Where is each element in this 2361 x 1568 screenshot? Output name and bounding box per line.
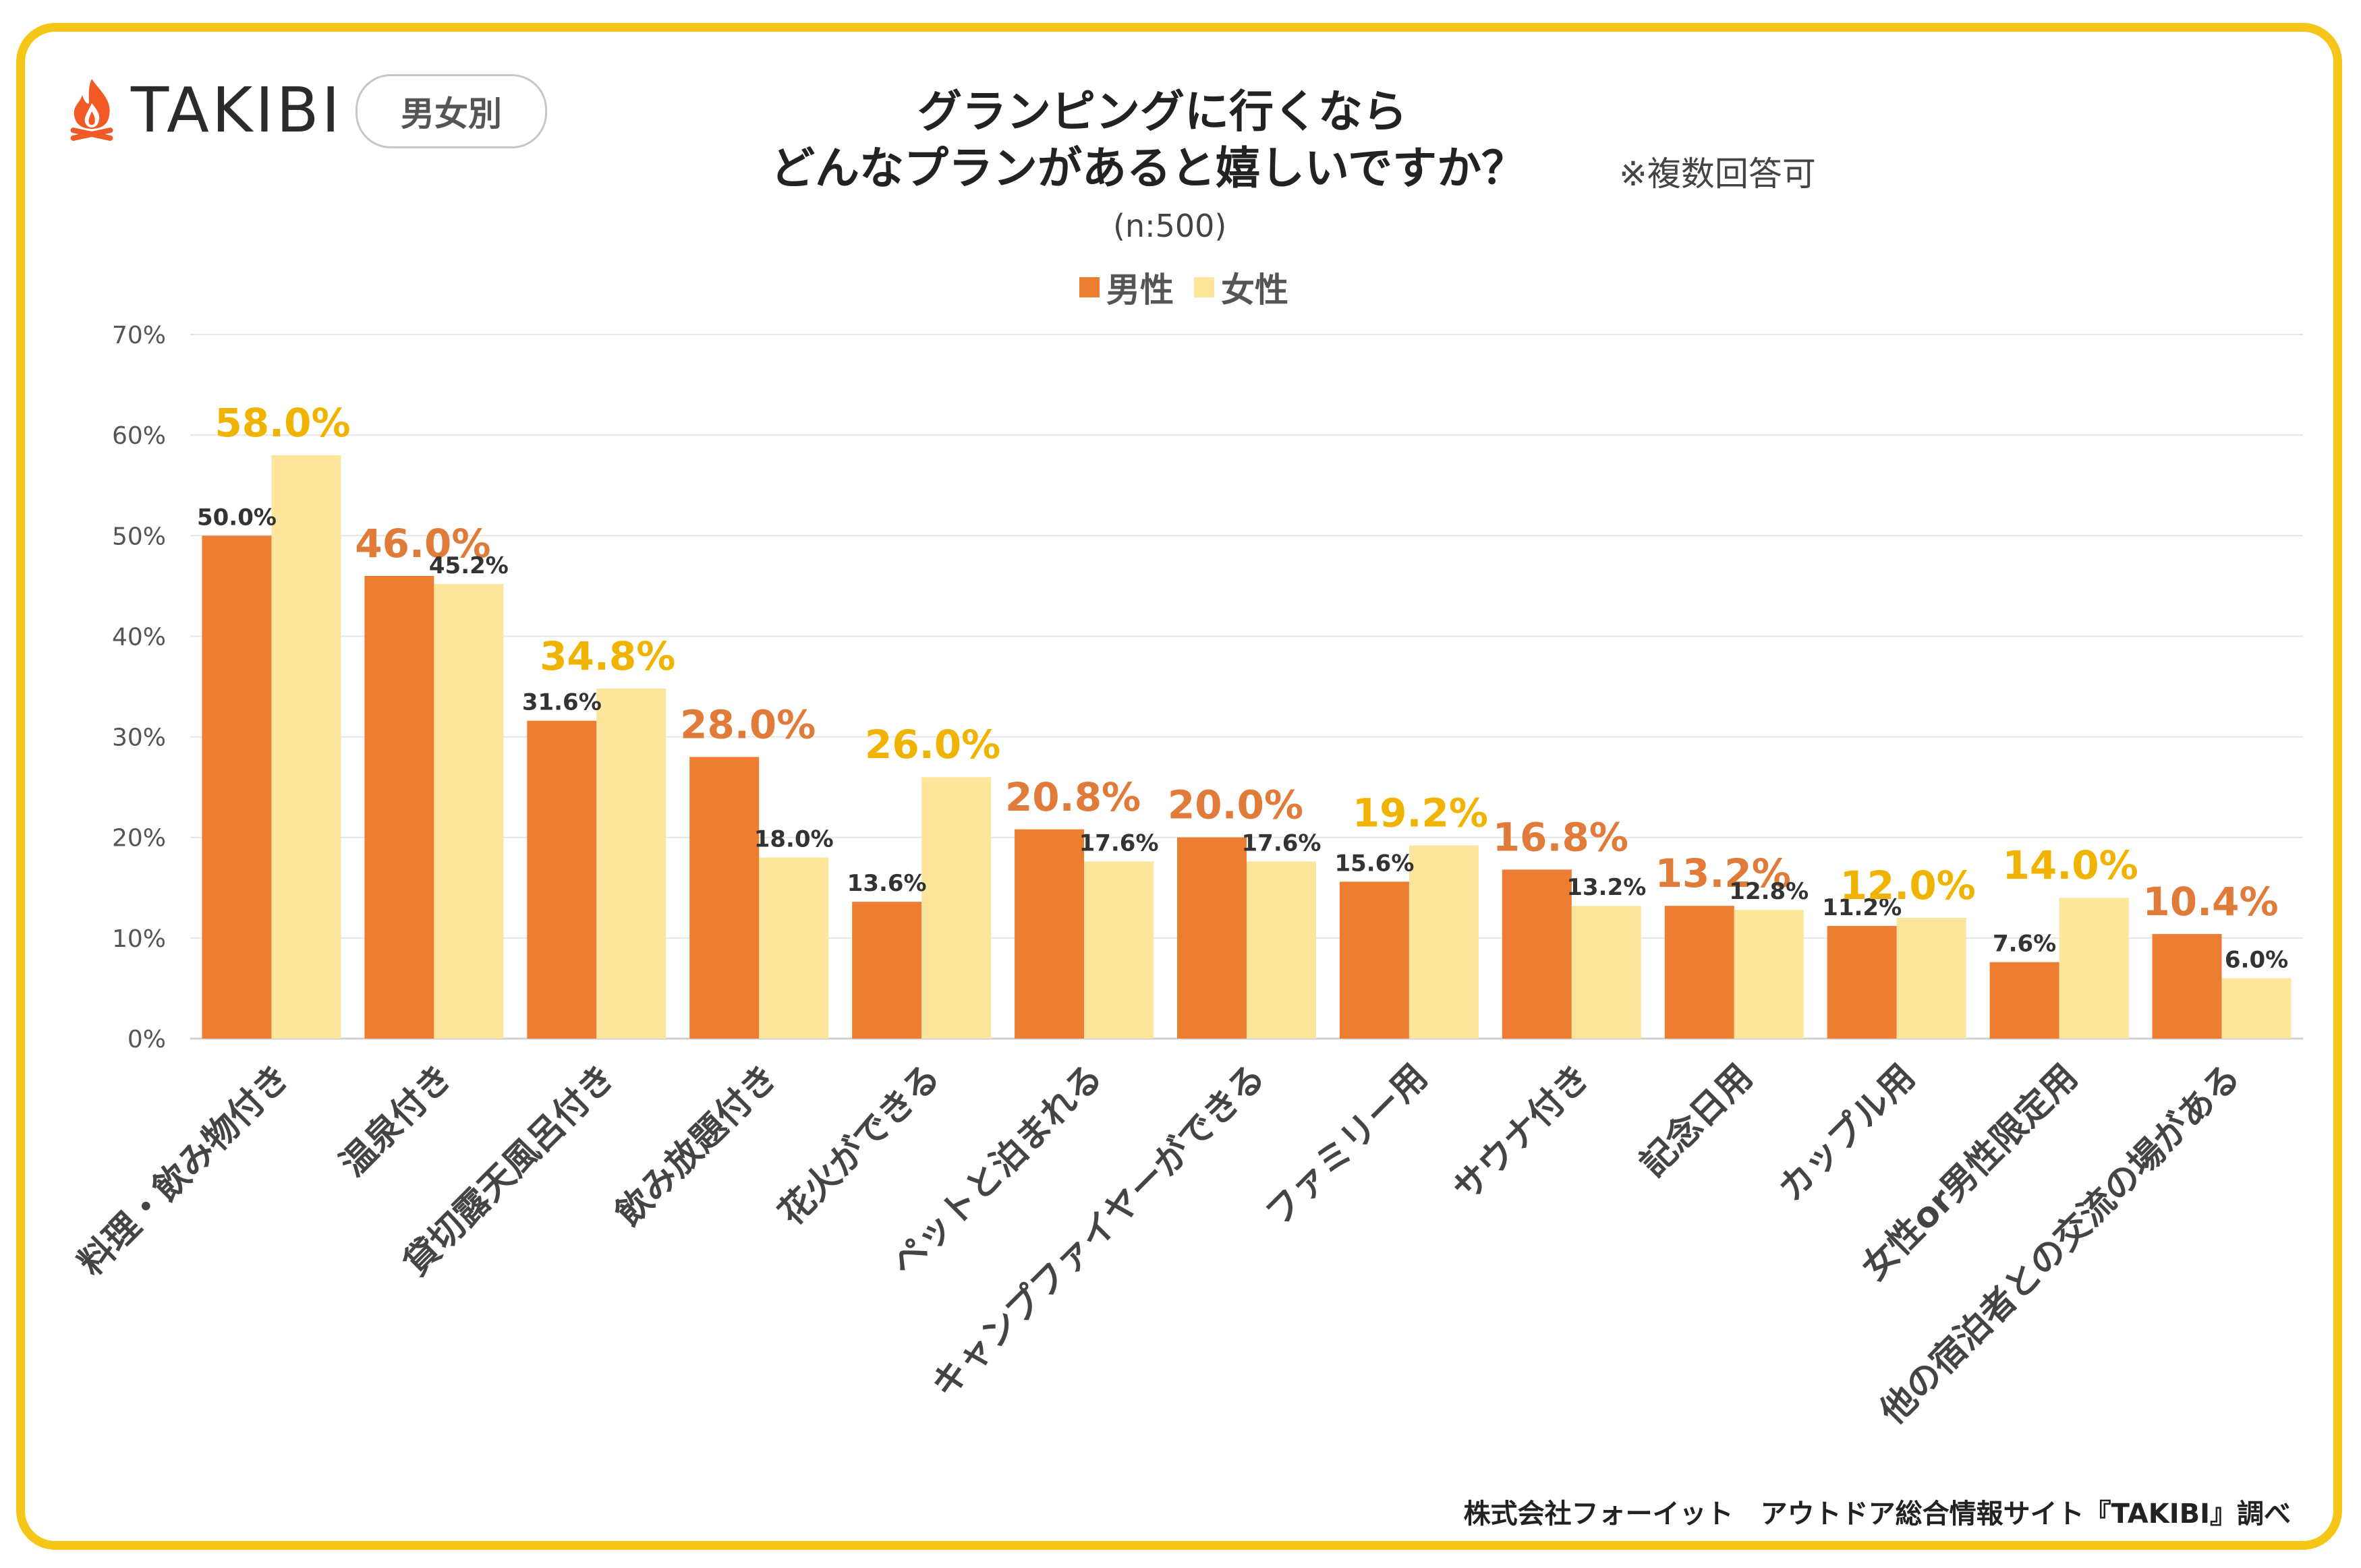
source-credit: 株式会社フォーイット アウトドア総合情報サイト『TAKIBI』調べ: [1463, 1499, 2291, 1530]
bar-male: [202, 535, 272, 1039]
data-label-male: 13.6%: [847, 870, 927, 897]
chart-legend: 男性 女性: [1079, 263, 1288, 312]
legend-item-male: 男性: [1079, 263, 1174, 312]
data-label-female: 58.0%: [215, 400, 350, 446]
sample-size: (n:500): [1113, 208, 1227, 244]
legend-label-male: 男性: [1106, 270, 1174, 310]
bar-male: [1989, 962, 2059, 1039]
category-label: サウナ付き: [1446, 1057, 1598, 1209]
category-label: 花火ができる: [771, 1057, 948, 1233]
category-label: 飲み放題付き: [608, 1057, 785, 1234]
y-tick-label: 10%: [112, 925, 166, 953]
bar-male: [1502, 869, 1572, 1039]
data-label-female: 12.8%: [1729, 878, 1809, 905]
bar-male: [527, 720, 597, 1039]
bar-male: [2152, 933, 2222, 1039]
data-label-female: 17.6%: [1242, 830, 1321, 857]
category-label: 記念日用: [1632, 1057, 1761, 1185]
bar-female: [1409, 845, 1479, 1039]
bar-female: [2221, 978, 2292, 1039]
bar-female: [434, 583, 504, 1039]
data-label-male: 28.0%: [680, 701, 816, 747]
data-label-male: 31.6%: [522, 689, 602, 716]
data-label-male: 20.0%: [1168, 782, 1303, 828]
bar-male: [1339, 881, 1409, 1039]
y-tick-label: 20%: [112, 825, 166, 852]
category-label: 料理・飲み物付き: [71, 1057, 298, 1284]
bar-female: [1896, 918, 1966, 1039]
title-line-1: グランピングに行くなら: [917, 86, 1407, 138]
bar-female: [1571, 906, 1641, 1039]
y-tick-label: 30%: [112, 724, 166, 752]
data-label-female: 45.2%: [429, 552, 509, 579]
category-label: キャンプファイヤーができる: [924, 1057, 1273, 1405]
bar-male: [1827, 925, 1897, 1039]
bar-male: [689, 757, 760, 1039]
bar-male: [1664, 906, 1734, 1039]
bar-female: [1247, 861, 1316, 1039]
data-label-male: 16.8%: [1493, 814, 1628, 860]
data-label-male: 50.0%: [197, 504, 277, 531]
title-line-2: どんなプランがあると嬉しいですか？: [770, 142, 1527, 194]
bar-male: [852, 902, 922, 1039]
y-tick-label: 0%: [127, 1026, 166, 1053]
data-label-female: 26.0%: [865, 722, 1000, 767]
bar-female: [271, 455, 341, 1039]
bar-male: [364, 575, 434, 1039]
multiple-answer-note: ※複数回答可: [1619, 154, 1816, 194]
data-label-male: 7.6%: [1993, 931, 2056, 958]
category-label: 温泉付き: [333, 1057, 461, 1185]
segment-badge: 男女別: [355, 74, 547, 148]
data-label-male: 20.8%: [1005, 774, 1141, 820]
bar-female: [921, 777, 992, 1039]
data-label-female: 18.0%: [754, 826, 834, 853]
brand-name: TAKIBI: [131, 74, 343, 146]
legend-swatch-female: [1194, 277, 1214, 297]
bar-female: [1734, 910, 1804, 1039]
data-label-male: 13.2%: [1655, 850, 1791, 896]
bar-female: [1084, 861, 1154, 1039]
data-label-female: 19.2%: [1353, 790, 1488, 836]
data-label-male: 46.0%: [355, 521, 490, 567]
y-tick-label: 50%: [112, 523, 166, 550]
bar-female: [596, 688, 666, 1039]
data-label-female: 14.0%: [2003, 842, 2138, 888]
legend-item-female: 女性: [1194, 263, 1288, 312]
data-label-male: 10.4%: [2142, 879, 2278, 925]
bar-female: [759, 857, 829, 1039]
data-label-female: 34.8%: [540, 633, 675, 679]
data-label-male: 15.6%: [1334, 850, 1414, 877]
category-label: カップル用: [1771, 1057, 1923, 1209]
category-label: 他の宿泊者との交流の場がある: [1872, 1057, 2248, 1433]
campfire-icon: [70, 79, 113, 141]
data-label-female: 6.0%: [2225, 947, 2288, 974]
data-label-female: 17.6%: [1079, 830, 1159, 857]
data-label-female: 12.0%: [1840, 863, 1976, 908]
category-label: ファミリー用: [1258, 1057, 1435, 1234]
data-label-female: 13.2%: [1566, 874, 1646, 901]
bar-female: [2059, 898, 2129, 1039]
y-tick-label: 60%: [112, 422, 166, 450]
bar-male: [1177, 837, 1247, 1039]
legend-swatch-male: [1079, 277, 1100, 297]
bar-male: [1015, 829, 1085, 1039]
legend-label-female: 女性: [1221, 270, 1288, 310]
data-label-male: 11.2%: [1822, 894, 1902, 921]
y-tick-label: 70%: [112, 322, 166, 349]
y-tick-label: 40%: [112, 623, 166, 651]
brand-logo: TAKIBI: [65, 73, 343, 147]
